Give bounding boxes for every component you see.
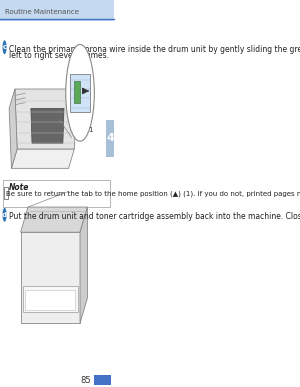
Circle shape <box>2 208 7 222</box>
Text: c: c <box>2 44 7 50</box>
Polygon shape <box>11 149 74 168</box>
Polygon shape <box>9 89 17 168</box>
Polygon shape <box>15 89 76 149</box>
FancyBboxPatch shape <box>94 375 111 385</box>
FancyBboxPatch shape <box>74 81 80 103</box>
Text: Routine Maintenance: Routine Maintenance <box>4 9 79 15</box>
Text: 4: 4 <box>106 133 114 143</box>
Text: 85: 85 <box>81 375 92 385</box>
Text: 1: 1 <box>88 127 93 133</box>
FancyBboxPatch shape <box>25 290 75 310</box>
Polygon shape <box>31 108 64 143</box>
Text: d: d <box>2 212 7 218</box>
FancyBboxPatch shape <box>106 120 114 157</box>
Text: Be sure to return the tab to the home position (▲) (1). If you do not, printed p: Be sure to return the tab to the home po… <box>6 190 300 197</box>
Circle shape <box>2 40 7 54</box>
FancyBboxPatch shape <box>3 180 110 207</box>
Text: Clean the primary corona wire inside the drum unit by gently sliding the green t: Clean the primary corona wire inside the… <box>9 45 300 54</box>
FancyBboxPatch shape <box>4 187 8 199</box>
Polygon shape <box>21 232 80 323</box>
FancyBboxPatch shape <box>23 286 78 312</box>
Polygon shape <box>21 207 87 232</box>
Polygon shape <box>80 207 87 323</box>
Text: left to right several times.: left to right several times. <box>9 51 109 60</box>
FancyBboxPatch shape <box>0 0 114 21</box>
Text: Note: Note <box>9 183 29 192</box>
Circle shape <box>66 45 94 141</box>
Text: Put the drum unit and toner cartridge assembly back into the machine. Close the : Put the drum unit and toner cartridge as… <box>9 212 300 221</box>
FancyBboxPatch shape <box>70 74 90 112</box>
